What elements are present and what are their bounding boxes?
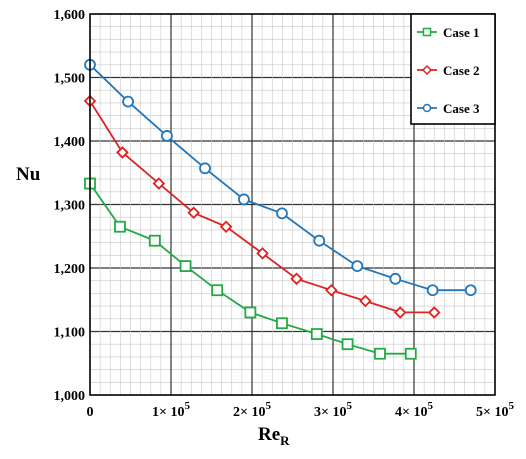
x-tick-exponent: 5 [265,400,271,412]
legend: Case 1 Case 2 Case 3 [410,13,496,125]
data-point [374,347,386,360]
series-layer [83,58,477,360]
data-point [276,317,288,330]
y-tick-label: 1,600 [54,8,86,23]
y-tick-label: 1,400 [54,135,86,150]
x-tick-exponent: 5 [427,400,433,412]
data-point [148,234,161,247]
data-point [313,234,326,247]
series-2 [83,94,441,319]
data-point [199,162,211,175]
data-point [276,207,288,220]
legend-swatch-marker [421,64,433,76]
legend-swatch-marker [422,27,432,37]
data-point [114,220,126,233]
data-point [161,130,173,142]
data-point [290,272,303,286]
data-point [237,193,250,206]
x-tick-label: 3× 105 [314,400,352,420]
legend-label: Case 3 [443,101,480,116]
data-point [389,272,402,285]
x-tick-label: 1× 105 [152,400,190,420]
x-tick-label: 5× 105 [476,400,514,420]
data-point [427,306,441,319]
data-point [464,284,477,297]
legend-label: Case 1 [443,25,479,40]
data-point [426,284,439,297]
y-tick-label: 1,100 [54,326,86,341]
x-axis-title-main: Re [258,424,280,445]
x-tick-label: 0 [87,405,94,420]
y-tick-label: 1,200 [54,262,86,277]
data-point [244,306,257,319]
y-tick-label: 1,300 [54,199,86,214]
data-point [219,220,233,233]
legend-item: Case 2 [417,63,479,78]
legend-item: Case 3 [417,101,480,116]
x-axis-title: ReR [258,424,290,448]
legend-label: Case 2 [443,63,479,78]
tick-labels: 1,000 1,100 1,200 1,300 1,400 1,500 1,600 0 1× 1… [54,8,515,420]
data-point [359,294,372,308]
y-axis-title: Nu [16,164,41,185]
data-point [404,347,417,360]
series-3 [84,58,477,297]
data-point [325,283,338,297]
legend-item: Case 1 [417,25,479,40]
data-point [341,338,354,351]
data-point [116,146,129,159]
data-point [187,206,200,220]
plot-frame [89,13,496,396]
x-tick-exponent: 5 [508,400,514,412]
legend-swatch-marker [422,103,432,113]
data-point [351,260,364,272]
data-point [211,284,224,297]
data-point [393,306,407,319]
data-point [122,95,134,108]
x-tick-exponent: 5 [184,400,190,412]
x-tick-exponent: 5 [346,400,352,412]
x-tick-label: 4× 105 [395,400,433,420]
y-tick-label: 1,000 [54,389,86,404]
data-point [310,328,323,340]
data-point [179,260,192,272]
x-axis-title-subscript: R [280,433,290,448]
x-tick-label: 2× 105 [233,400,271,420]
y-tick-label: 1,500 [54,72,86,87]
data-point [152,177,166,190]
data-point [256,247,269,260]
